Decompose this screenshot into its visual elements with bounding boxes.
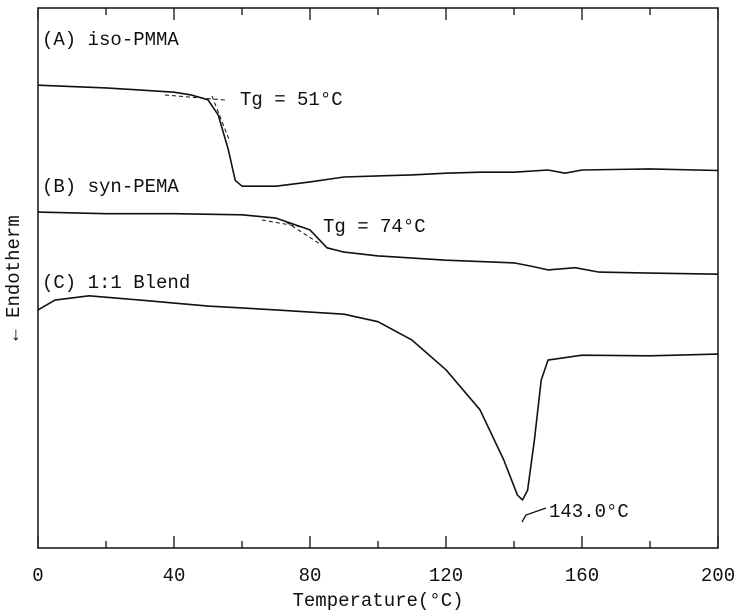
series-label: (B) syn-PEMA — [42, 176, 179, 198]
annotation: 143.0°C — [549, 501, 629, 523]
data-line — [37, 84, 719, 187]
series-label: (C) 1:1 Blend — [42, 272, 190, 294]
x-axis-label: Temperature(°C) — [292, 590, 463, 610]
data-line — [37, 211, 719, 275]
x-tick-label: 160 — [565, 565, 599, 587]
data-line — [37, 295, 719, 501]
x-tick-label: 0 — [32, 565, 43, 587]
x-tick-label: 80 — [299, 565, 322, 587]
tangent-lines — [164, 94, 547, 523]
annotation: Tg = 74°C — [323, 216, 426, 238]
annotation: Tg = 51°C — [240, 89, 343, 111]
x-tick-label: 120 — [429, 565, 463, 587]
x-tick-label: 200 — [701, 565, 735, 587]
minor-ticks — [105, 8, 651, 548]
x-tick-label: 40 — [163, 565, 186, 587]
series-label: (A) iso-PMMA — [42, 29, 179, 51]
y-axis-label: ← Endotherm — [3, 215, 25, 340]
